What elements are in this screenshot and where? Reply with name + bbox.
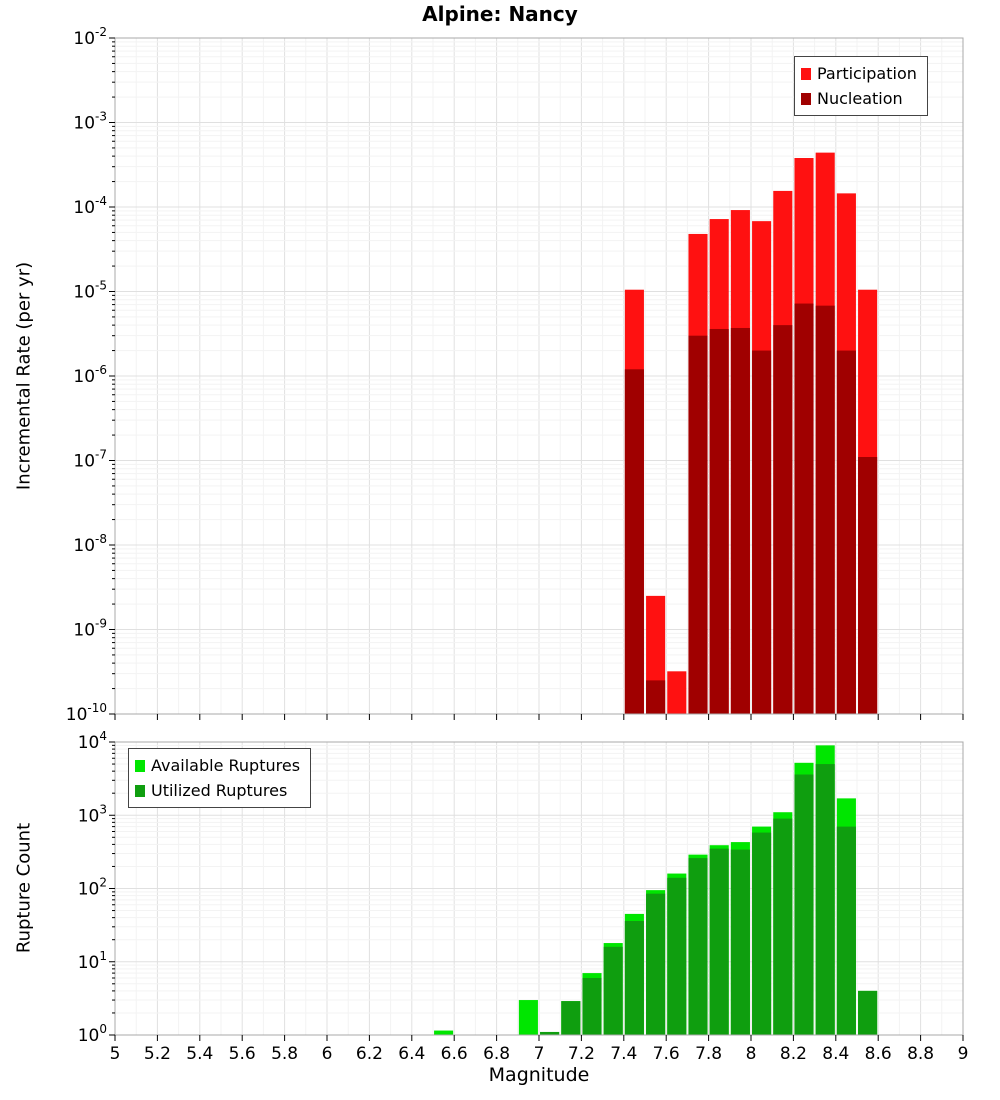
available-ruptures-swatch xyxy=(135,759,145,772)
svg-text:6.8: 6.8 xyxy=(483,1044,510,1064)
svg-text:10-6: 10-6 xyxy=(73,363,107,387)
x-axis-label: Magnitude xyxy=(488,1064,590,1086)
legend-entry-utilized: Utilized Ruptures xyxy=(135,778,300,803)
svg-text:104: 104 xyxy=(78,729,107,753)
chart-title: Alpine: Nancy xyxy=(422,2,578,26)
svg-text:5.2: 5.2 xyxy=(144,1044,171,1064)
svg-text:10-4: 10-4 xyxy=(73,194,107,218)
legend-entry-available: Available Ruptures xyxy=(135,753,300,778)
svg-text:103: 103 xyxy=(78,802,107,826)
svg-text:7.8: 7.8 xyxy=(695,1044,722,1064)
legend-label-nucleation: Nucleation xyxy=(817,89,903,108)
svg-text:6.4: 6.4 xyxy=(398,1044,425,1064)
svg-text:7: 7 xyxy=(534,1044,545,1064)
legend-count: Available Ruptures Utilized Ruptures xyxy=(128,748,312,808)
svg-text:7.2: 7.2 xyxy=(568,1044,595,1064)
svg-text:5.8: 5.8 xyxy=(271,1044,298,1064)
svg-text:6: 6 xyxy=(322,1044,333,1064)
svg-text:8.6: 8.6 xyxy=(865,1044,892,1064)
participation-swatch xyxy=(801,67,811,80)
svg-text:8: 8 xyxy=(746,1044,757,1064)
legend-rate: Participation Nucleation xyxy=(794,56,928,116)
svg-text:10-3: 10-3 xyxy=(73,110,107,134)
svg-text:10-9: 10-9 xyxy=(73,617,107,641)
svg-text:8.2: 8.2 xyxy=(780,1044,807,1064)
svg-text:6.6: 6.6 xyxy=(441,1044,468,1064)
svg-text:9: 9 xyxy=(958,1044,969,1064)
nucleation-swatch xyxy=(801,92,811,105)
utilized-ruptures-swatch xyxy=(135,784,145,797)
svg-text:102: 102 xyxy=(78,876,107,900)
legend-label-participation: Participation xyxy=(817,64,917,83)
svg-text:7.4: 7.4 xyxy=(610,1044,637,1064)
svg-text:10-8: 10-8 xyxy=(73,532,107,556)
svg-text:8.4: 8.4 xyxy=(822,1044,849,1064)
svg-text:10-10: 10-10 xyxy=(66,701,107,722)
svg-text:5.4: 5.4 xyxy=(186,1044,213,1064)
svg-text:7.6: 7.6 xyxy=(653,1044,680,1064)
svg-text:10-7: 10-7 xyxy=(73,448,107,472)
legend-entry-participation: Participation xyxy=(801,61,917,86)
svg-text:100: 100 xyxy=(78,1022,107,1046)
rate-chart: 10-10 10-9 10-8 10-7 10-6 10-5 10-4 10-3 10-2 xyxy=(66,25,964,722)
svg-text:5.6: 5.6 xyxy=(229,1044,256,1064)
svg-text:10-2: 10-2 xyxy=(73,25,107,49)
legend-entry-nucleation: Nucleation xyxy=(801,86,917,111)
svg-text:5: 5 xyxy=(110,1044,121,1064)
svg-text:101: 101 xyxy=(78,949,107,973)
svg-text:6.2: 6.2 xyxy=(356,1044,383,1064)
legend-label-utilized: Utilized Ruptures xyxy=(151,781,288,800)
svg-text:8.8: 8.8 xyxy=(907,1044,934,1064)
legend-label-available: Available Ruptures xyxy=(151,756,301,775)
svg-text:10-5: 10-5 xyxy=(73,279,107,303)
